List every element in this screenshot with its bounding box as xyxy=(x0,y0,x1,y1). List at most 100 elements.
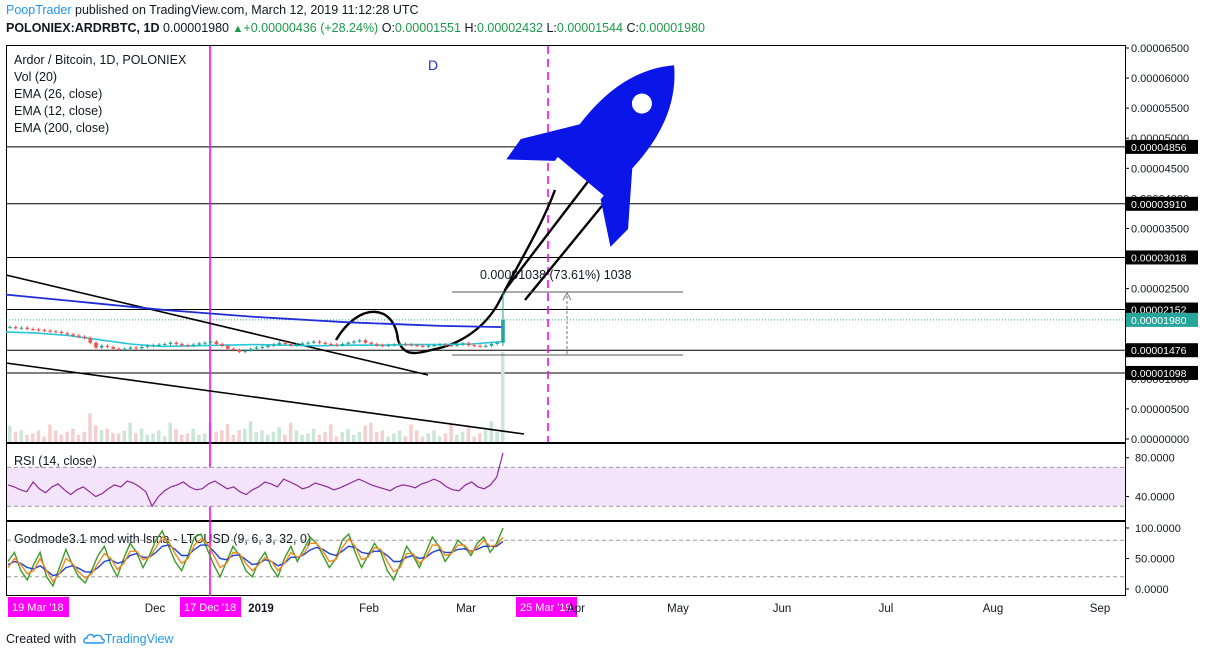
tradingview-link[interactable]: TradingView xyxy=(104,632,174,646)
candle xyxy=(220,343,224,346)
volume-bar xyxy=(157,430,161,442)
time-tick-label: Aug xyxy=(983,603,1003,615)
volume-bar xyxy=(122,430,127,442)
low-label: L: xyxy=(546,21,557,35)
volume-bar xyxy=(134,433,138,442)
candle xyxy=(168,342,173,344)
ohlc-bar: POLONIEX:ARDRBTC, 1D 0.00001980 ▲+0.0000… xyxy=(6,21,705,35)
candle xyxy=(231,348,236,350)
volume-bar xyxy=(346,428,350,442)
volume-bar xyxy=(36,430,41,442)
volume-bar xyxy=(409,424,413,442)
time-tick-label: May xyxy=(667,603,689,615)
level-badge-bg xyxy=(1126,139,1198,154)
candle xyxy=(243,350,247,352)
volume-bar xyxy=(415,430,419,442)
candle xyxy=(59,331,64,334)
volume-bar xyxy=(449,424,453,442)
open-label: O: xyxy=(381,21,395,35)
close-label: C: xyxy=(626,21,639,35)
volume-bar xyxy=(179,434,184,442)
osc-series-blue xyxy=(7,540,504,577)
candle xyxy=(88,337,93,343)
candle xyxy=(65,333,70,335)
volume-bar xyxy=(306,433,310,442)
volume-bar xyxy=(392,433,396,442)
volume-bar xyxy=(88,413,92,442)
volume-bar xyxy=(397,430,402,442)
price-tick-label: 0.00006000 xyxy=(1131,73,1189,85)
volume-bar xyxy=(363,425,367,442)
candle xyxy=(266,345,270,347)
measure-arrowhead-icon xyxy=(562,291,572,301)
created-with-text: Created with xyxy=(6,632,77,646)
level-badge: 0.00001098 xyxy=(1131,368,1187,380)
volume-bar xyxy=(231,434,236,442)
legend-title: Ardor / Bitcoin, 1D, POLONIEX xyxy=(14,53,187,67)
horizontal-levels xyxy=(6,146,1125,374)
rocket-trail-1 xyxy=(504,174,594,291)
candle xyxy=(363,340,368,343)
candle xyxy=(346,342,351,344)
volume-bar xyxy=(460,431,465,442)
d-marker: D xyxy=(428,57,439,73)
rsi-pane: 80.0000 40.0000 xyxy=(7,452,1175,508)
candle xyxy=(495,342,500,344)
rsi-series xyxy=(7,452,504,508)
volume-bar xyxy=(265,434,270,442)
legend-vol: Vol (20) xyxy=(14,70,58,84)
candle xyxy=(208,341,213,343)
volume-bar xyxy=(93,425,98,442)
candle xyxy=(334,344,339,346)
candle xyxy=(449,345,454,347)
volume-bar xyxy=(323,431,327,442)
price-tick-label: 0.00004500 xyxy=(1131,163,1189,175)
volume-bar xyxy=(317,434,322,442)
candle xyxy=(375,343,379,346)
volume-bar xyxy=(351,434,356,442)
price-change: +0.00000436 (+28.24%) xyxy=(243,21,379,35)
author-link[interactable]: PoopTrader xyxy=(6,3,72,17)
volume-bar xyxy=(334,436,339,442)
legend-ema26: EMA (26, close) xyxy=(14,87,103,101)
level-badge: 0.00003910 xyxy=(1131,199,1187,211)
volume-bar xyxy=(478,433,482,442)
volume-bar xyxy=(65,431,69,442)
price-tick-label: 0.00003500 xyxy=(1131,223,1189,235)
volume-bar xyxy=(139,428,144,442)
level-badge-bg xyxy=(1126,196,1198,211)
candle xyxy=(157,344,161,346)
up-arrow-icon: ▲ xyxy=(232,23,244,35)
publish-text: published on TradingView.com, March 12, … xyxy=(71,3,419,17)
candle xyxy=(54,331,58,333)
volume-bar xyxy=(13,431,18,442)
candle xyxy=(484,345,488,347)
volume-bar xyxy=(300,434,304,442)
candle xyxy=(461,343,465,345)
time-tick-label: Mar xyxy=(456,603,476,615)
rsi-pane-label: RSI (14, close) xyxy=(14,454,97,468)
volume-bar xyxy=(168,422,173,442)
volume-bar xyxy=(48,424,52,442)
volume-bar xyxy=(288,422,293,442)
volume-bar xyxy=(202,433,207,442)
volume-bar xyxy=(225,424,230,442)
volume-bar xyxy=(25,434,29,442)
date-badge: 17 Dec '18 xyxy=(184,602,236,614)
volume-bar xyxy=(59,434,64,442)
candle xyxy=(31,328,35,330)
candle xyxy=(248,348,253,351)
candle xyxy=(398,343,402,345)
candles xyxy=(8,292,505,354)
rsi-tick-label: 80.0000 xyxy=(1135,453,1175,465)
candle xyxy=(260,346,265,348)
volume-bar xyxy=(380,430,385,442)
volume-bars xyxy=(8,352,505,442)
volume-bar xyxy=(426,433,430,442)
time-tick-label: Dec xyxy=(145,603,166,615)
candle xyxy=(340,343,345,346)
candle xyxy=(140,346,144,349)
volume-bar xyxy=(357,431,362,442)
time-axis: Dec 2019 Feb Mar Apr May Jun Jul Aug Sep xyxy=(145,603,1110,615)
